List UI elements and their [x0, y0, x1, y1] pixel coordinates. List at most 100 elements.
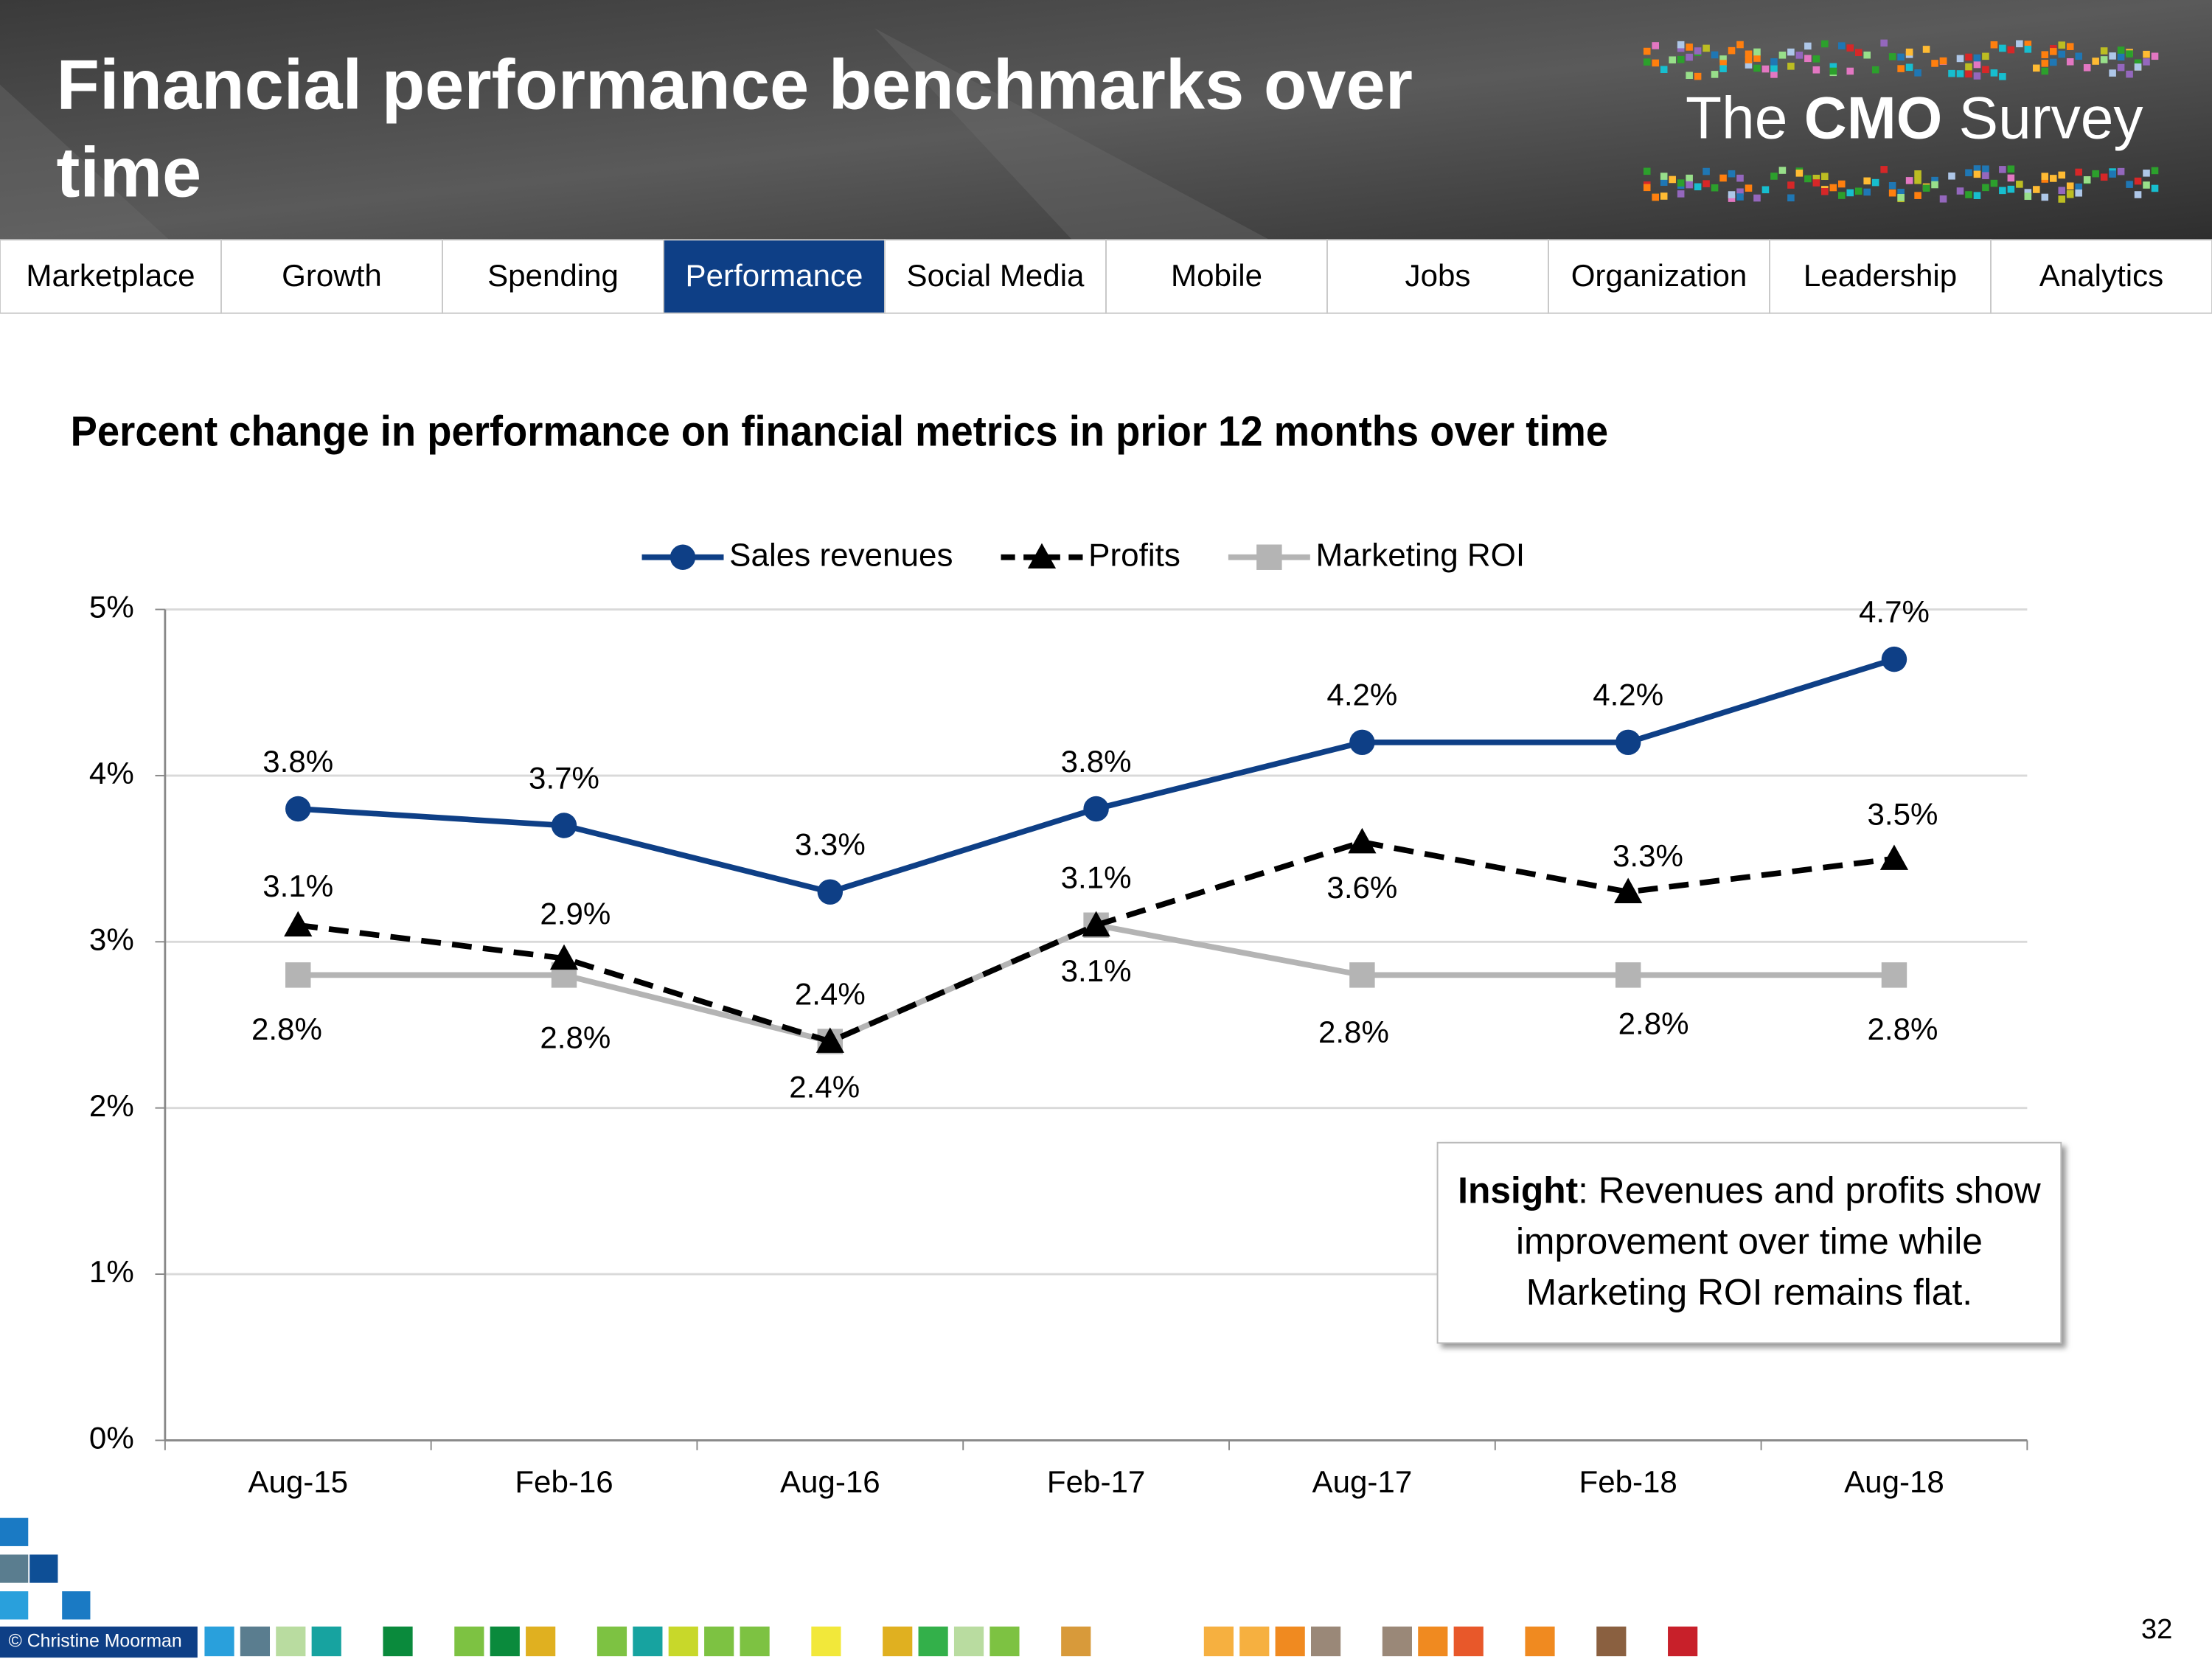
annotation-text: Marketing ROI remains flat. — [1526, 1272, 1972, 1313]
footer-square — [1668, 1626, 1698, 1657]
mosaic-pixel — [1982, 165, 1989, 173]
mosaic-pixel — [1652, 59, 1659, 67]
mosaic-pixel — [1745, 184, 1753, 192]
mosaic-pixel — [1897, 53, 1905, 61]
mosaic-pixel — [1973, 165, 1981, 173]
mosaic-pixel — [2126, 70, 2133, 78]
data-point — [815, 1027, 844, 1053]
x-tick-label: Aug-15 — [248, 1464, 348, 1499]
mosaic-pixel — [1643, 167, 1651, 175]
mosaic-pixel — [2092, 170, 2099, 178]
mosaic-pixel — [1677, 41, 1685, 49]
mosaic-pixel — [1719, 174, 1727, 182]
footer-square — [704, 1626, 734, 1657]
data-point — [284, 911, 313, 937]
footer-square — [918, 1626, 948, 1657]
data-label: 2.8% — [251, 1012, 322, 1046]
nav-tab[interactable] — [1105, 239, 1328, 314]
data-point — [1083, 796, 1109, 822]
mosaic-pixel — [1854, 187, 1863, 195]
footer-square — [240, 1626, 271, 1657]
mosaic-pixel — [1914, 176, 1921, 184]
mosaic-pixel — [2075, 52, 2082, 60]
data-label: 3.5% — [1867, 796, 1938, 831]
mosaic-pixel — [1939, 195, 1947, 203]
footer-square — [204, 1626, 234, 1657]
mosaic-pixel — [1686, 44, 1693, 51]
mosaic-pixel — [1703, 167, 1710, 175]
data-label: 4.2% — [1326, 678, 1397, 712]
mosaic-pixel — [1982, 184, 1989, 192]
footer-square — [311, 1626, 341, 1657]
mosaic-pixel — [1753, 194, 1761, 202]
y-tick-label: 4% — [89, 756, 134, 790]
mosaic-pixel — [1846, 189, 1854, 197]
data-label: 4.2% — [1593, 678, 1663, 712]
data-point — [1348, 827, 1377, 854]
footer-square — [1275, 1626, 1305, 1657]
nav-tab[interactable] — [884, 239, 1107, 314]
mosaic-pixel — [2134, 177, 2142, 185]
mosaic-pixel — [1770, 58, 1778, 66]
data-point — [1349, 729, 1375, 756]
data-point — [1615, 729, 1641, 756]
footer-band — [0, 1626, 198, 1658]
nav-tab[interactable] — [220, 239, 443, 314]
x-tick-label: Feb-16 — [515, 1464, 613, 1499]
data-label: 3.6% — [1326, 870, 1397, 905]
mosaic-pixel — [1931, 60, 1938, 67]
mosaic-pixel — [1719, 65, 1727, 72]
mosaic-pixel — [2151, 52, 2159, 60]
mosaic-pixel — [2151, 184, 2159, 192]
mosaic-pixel — [1711, 71, 1719, 78]
mosaic-pixel — [1736, 193, 1744, 201]
mosaic-pixel — [1931, 181, 1938, 189]
nav-tab-label: Jobs — [1405, 258, 1471, 293]
nav-tab[interactable] — [0, 239, 222, 314]
mosaic-pixel — [1897, 65, 1905, 72]
data-label: 3.7% — [529, 760, 599, 795]
mosaic-pixel — [1643, 58, 1651, 66]
logo-word: The — [1686, 86, 1787, 152]
footer-square — [0, 1517, 29, 1546]
chart-title: Percent change in performance on financi… — [71, 408, 1608, 455]
mosaic-pixel — [1880, 39, 1888, 47]
mosaic-pixel — [2041, 51, 2049, 58]
legend-marker — [1027, 543, 1057, 569]
mosaic-pixel — [1956, 70, 1964, 77]
mosaic-pixel — [2016, 40, 2023, 48]
nav-tab[interactable] — [442, 239, 664, 314]
nav-tab[interactable] — [1769, 239, 1992, 314]
mosaic-pixel — [1745, 56, 1753, 63]
footer-square — [1203, 1626, 1234, 1657]
legend-marker — [1256, 544, 1282, 570]
mosaic-pixel — [1914, 170, 1921, 178]
mosaic-pixel — [2007, 165, 2015, 173]
mosaic-pixel — [1897, 189, 1905, 196]
data-point — [1614, 877, 1643, 903]
chart: 0% 1% 2% 3% 4% 5% Aug-15 Feb-16 Aug-16 Feb-17 Aug-… — [89, 537, 2062, 1499]
nav-tab[interactable] — [1548, 239, 1770, 314]
mosaic-pixel — [1982, 52, 1989, 60]
x-tick-label: Aug-16 — [780, 1464, 880, 1499]
mosaic-pixel — [1686, 181, 1693, 189]
mosaic-pixel — [1914, 69, 1921, 77]
logo-word: Survey — [1959, 86, 2144, 152]
footer-square — [633, 1626, 663, 1657]
mosaic-pixel — [1846, 44, 1854, 52]
mosaic-pixel — [2117, 167, 2125, 175]
mosaic-pixel — [1736, 188, 1744, 196]
footer-square — [953, 1626, 984, 1657]
mosaic-pixel — [1965, 63, 1972, 71]
mosaic-pixel — [1753, 64, 1761, 72]
page-title: Financial performance benchmarks over — [57, 46, 1413, 125]
mosaic-pixel — [1753, 55, 1761, 62]
mosaic-pixel — [2100, 56, 2108, 63]
mosaic-pixel — [2066, 43, 2074, 50]
mosaic-pixel — [2041, 67, 2049, 75]
page-number: 32 — [2141, 1613, 2173, 1645]
nav-tab[interactable] — [1326, 239, 1549, 314]
logo-mosaic — [1643, 39, 2159, 203]
mosaic-pixel — [1728, 195, 1736, 202]
